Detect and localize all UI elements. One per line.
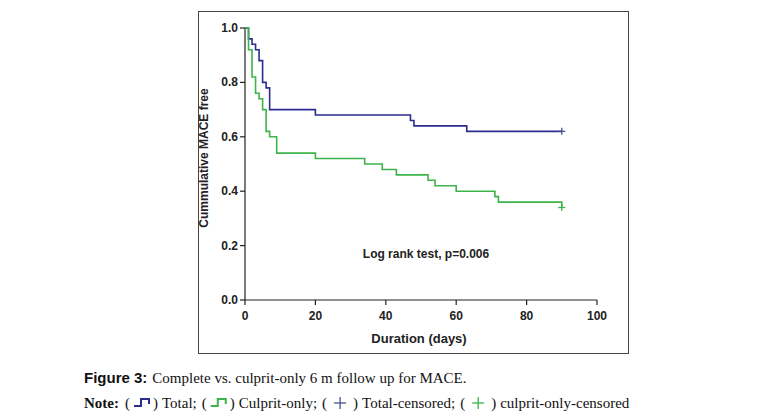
x-tick (315, 300, 316, 305)
legend-label: culprit-only-censored (500, 395, 630, 411)
x-tick (526, 300, 527, 305)
plus-v (478, 397, 479, 409)
y-tick-label: 0.2 (221, 239, 238, 253)
x-tick-label: 40 (379, 309, 393, 323)
x-tick-label: 100 (587, 309, 607, 323)
y-tick-label: 0.8 (221, 75, 238, 89)
legend-paren: ( (460, 395, 465, 412)
y-tick (240, 136, 245, 137)
legend-symbol (211, 399, 226, 406)
x-axis (245, 299, 597, 300)
legend-paren: ( (202, 395, 207, 412)
plus-v (561, 204, 562, 211)
y-tick (240, 82, 245, 83)
legend-separator: ; (451, 395, 455, 411)
frame (199, 12, 629, 354)
y-tick-label: 0.0 (221, 293, 238, 307)
censor-mark (558, 204, 565, 211)
y-tick (240, 245, 245, 246)
legend-label: Total (162, 395, 193, 411)
censor-mark (558, 128, 565, 135)
plus-v (339, 397, 340, 409)
step-line (245, 28, 562, 131)
legend-separator: ; (313, 395, 317, 411)
x-tick-label: 0 (242, 309, 249, 323)
x-axis-label: Duration (days) (371, 331, 466, 346)
x-tick-label: 80 (520, 309, 534, 323)
caption-text: Complete vs. culprit-only 6 m follow up … (152, 370, 466, 386)
y-tick-label: 0.4 (221, 184, 238, 198)
plus-v (561, 128, 562, 135)
y-axis-label: Cummulative MACE free (197, 88, 211, 228)
legend-label: Culprit-only (239, 395, 314, 411)
y-tick-label: 1.0 (221, 21, 238, 35)
x-tick (456, 300, 457, 305)
plot-area (245, 28, 565, 211)
y-tick-label: 0.6 (221, 130, 238, 144)
note-label: Note: (84, 395, 119, 411)
x-tick (244, 300, 245, 305)
legend-paren: ) (353, 395, 358, 412)
y-tick (240, 191, 245, 192)
x-tick (596, 300, 597, 305)
y-axis (244, 28, 245, 300)
legend-paren: ) (230, 395, 235, 412)
legend-label: Total-censored (362, 395, 451, 411)
legend-paren: ( (322, 395, 327, 412)
x-tick (385, 300, 386, 305)
legend-symbol (472, 397, 484, 409)
chart: 0.0 0.2 0.4 0.6 0.8 1.0 0 20 40 60 80 100 Duration (… (0, 0, 777, 417)
step-line (245, 28, 562, 208)
legend-symbol (134, 399, 149, 406)
legend-paren: ) (491, 395, 496, 412)
caption-label: Figure 3: (84, 369, 147, 386)
legend-paren: ) (153, 395, 158, 412)
annotation: Log rank test, p=0.006 (363, 247, 490, 261)
legend-symbol (334, 397, 346, 409)
legend-paren: ( (125, 395, 130, 412)
y-tick (240, 299, 245, 300)
x-tick-label: 60 (450, 309, 464, 323)
y-tick (240, 27, 245, 28)
x-tick-label: 20 (309, 309, 323, 323)
legend-separator: ; (193, 395, 197, 411)
